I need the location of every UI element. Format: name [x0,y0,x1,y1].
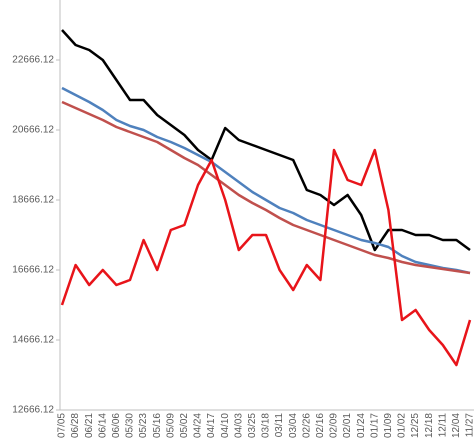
x-tick-label: 01/09 [383,413,394,438]
series-line [61,100,471,275]
x-tick-label: 06/28 [70,413,81,438]
series-line [61,86,471,275]
x-tick-label: 04/10 [220,413,231,438]
x-tick-label: 04/24 [193,413,204,438]
x-tick-label: 12/04 [451,413,462,438]
x-tick-label: 12/25 [410,413,421,438]
x-tick-label: 04/03 [233,413,244,438]
x-tick-label: 01/02 [397,413,408,438]
x-tick-label: 02/16 [315,413,326,438]
y-tick-label: 16666.12 [12,265,54,276]
x-tick-label: 05/30 [125,413,136,438]
x-tick-label: 03/04 [288,413,299,438]
series-line [61,29,471,252]
x-tick-label: 06/14 [97,413,108,438]
x-tick-label: 03/18 [261,413,272,438]
y-tick-label: 12666.12 [12,405,54,416]
x-tick-label: 06/06 [111,413,122,438]
x-tick-label: 05/23 [138,413,149,438]
x-tick-label: 03/25 [247,413,258,438]
x-tick-label: 07/05 [57,413,68,438]
x-tick-label: 05/09 [165,413,176,438]
x-tick-label: 11/27 [465,413,474,438]
y-tick-label: 20666.12 [12,125,54,136]
x-tick-label: 12/18 [424,413,435,438]
x-tick-label: 04/17 [206,413,217,438]
x-tick-label: 02/26 [301,413,312,438]
x-tick-label: 02/09 [329,413,340,438]
x-tick-label: 01/17 [369,413,380,438]
x-tick-label: 06/21 [84,413,95,438]
y-tick-label: 18666.12 [12,195,54,206]
series-line [60,148,472,367]
x-tick-label: 12/11 [437,413,448,438]
y-tick-label: 14666.12 [12,335,54,346]
x-tick-label: 02/01 [342,413,353,438]
y-tick-label: 22666.12 [12,55,54,66]
x-tick-label: 03/11 [274,413,285,438]
x-tick-label: 05/02 [179,413,190,438]
x-tick-label: 01/24 [356,413,367,438]
x-tick-label: 05/16 [152,413,163,438]
